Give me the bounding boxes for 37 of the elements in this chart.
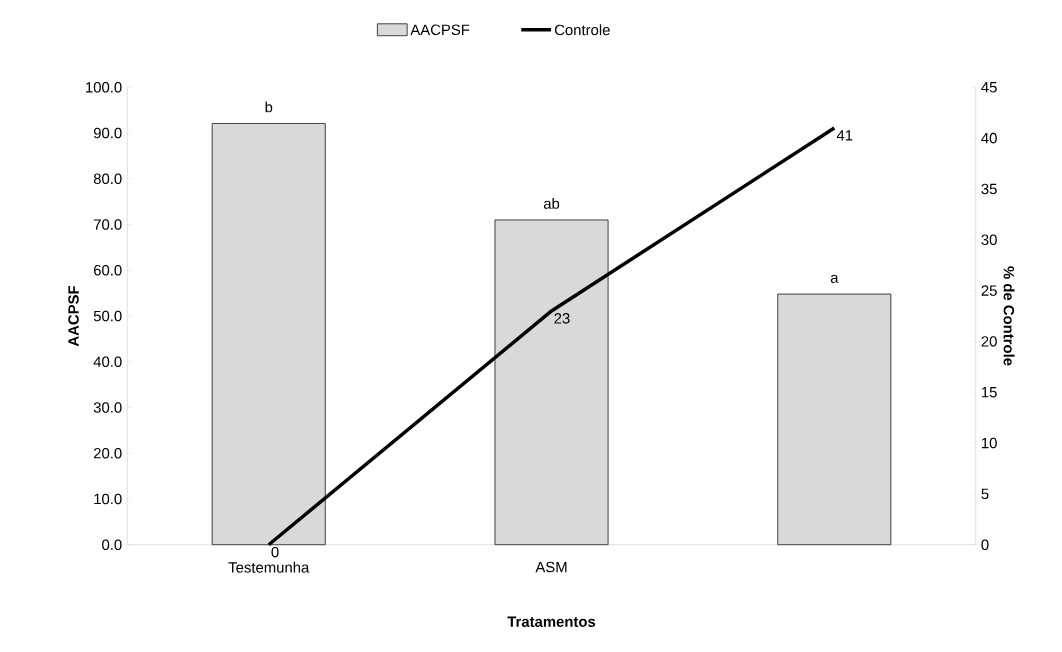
y2-tick-label: 15: [981, 387, 997, 398]
y2-tick-label: 10: [981, 437, 997, 449]
y-tick-label: 40.0: [93, 356, 122, 368]
y2-tick-label: 35: [981, 183, 997, 195]
y2-tick-label: 40: [981, 132, 997, 144]
y-axis-title: AACPSF: [68, 286, 79, 347]
y2-tick-label: 25: [981, 285, 997, 296]
x-tick-label: ASM: [535, 561, 567, 573]
y2-tick-label: 45: [981, 82, 997, 93]
bar: [777, 293, 892, 546]
bar: [494, 219, 609, 546]
y-tick-label: 10.0: [94, 493, 122, 505]
y-tick-label: 20.0: [93, 448, 122, 459]
y-tick-label: 80.0: [93, 173, 122, 185]
annotation: a: [830, 274, 839, 283]
legend-label: Controle: [554, 24, 610, 36]
data-label: 41: [836, 130, 853, 141]
y2-tick-label: 20: [981, 336, 997, 347]
y-tick-label: 50.0: [93, 310, 122, 322]
y-tick-label: 100.0: [86, 82, 122, 93]
data-label: 23: [554, 313, 570, 324]
y2-tick-label: 30: [981, 234, 997, 246]
y2-tick-label: 0: [981, 539, 989, 551]
y-tick-label: 30.0: [93, 402, 122, 413]
legend-label: AACPSF: [410, 24, 470, 36]
y-tick-label: 90.0: [93, 127, 122, 139]
annotation: b: [265, 101, 273, 113]
x-tick-label: Testemunha: [228, 561, 310, 573]
x-axis-title: Tratamentos: [507, 616, 596, 628]
y2-axis-title: % de Controle: [1003, 266, 1015, 366]
data-label: 0: [271, 546, 279, 558]
y-tick-label: 70.0: [93, 219, 122, 230]
annotation: ab: [543, 197, 560, 209]
bar: [211, 123, 326, 546]
y2-tick-label: 5: [981, 488, 989, 500]
y-tick-label: 60.0: [93, 265, 122, 276]
y-tick-label: 0.0: [102, 539, 122, 551]
